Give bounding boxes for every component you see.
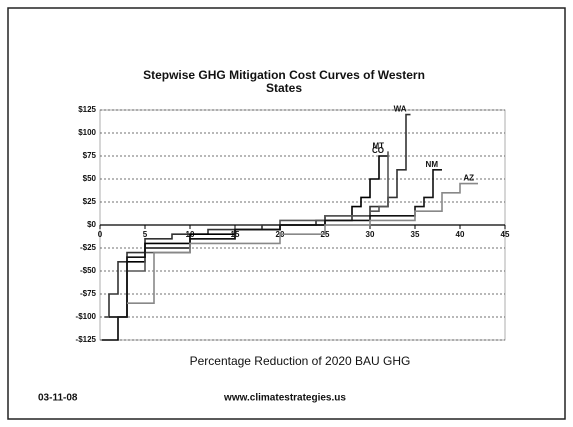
x-tick-label: 30: [366, 230, 375, 239]
x-tick-label: 40: [456, 230, 465, 239]
cost-curve: [127, 182, 478, 304]
series-label: CO: [372, 146, 384, 155]
chart-title: Stepwise GHG Mitigation Cost Curves of W…: [143, 68, 425, 95]
y-tick-label: -$100: [76, 312, 97, 321]
y-tick-label: $125: [78, 105, 96, 114]
x-tick-label: 0: [98, 230, 103, 239]
y-tick-label: $25: [83, 197, 97, 206]
cost-curve: [104, 113, 411, 318]
y-tick-label: -$25: [80, 243, 97, 252]
x-tick-label: 5: [143, 230, 148, 239]
x-tick-label: 45: [501, 230, 510, 239]
x-tick-label: 35: [411, 230, 420, 239]
footer-url: www.climatestrategies.us: [223, 393, 346, 404]
y-tick-label: $50: [83, 174, 97, 183]
series-label: NM: [426, 160, 439, 169]
y-tick-label: $100: [78, 128, 96, 137]
y-tick-label: -$75: [80, 289, 97, 298]
y-tick-label: -$50: [80, 266, 97, 275]
series-label: MT: [372, 142, 384, 151]
footer-date: 03-11-08: [38, 393, 78, 404]
slide-border: [7, 7, 566, 420]
y-tick-label: $75: [83, 151, 97, 160]
series-label: WA: [394, 105, 407, 114]
x-axis-label: Percentage Reduction of 2020 BAU GHG: [190, 354, 411, 368]
y-tick-label: $0: [87, 220, 96, 229]
series-label: AZ: [463, 174, 474, 183]
y-tick-label: -$125: [76, 335, 97, 344]
cost-curve: [109, 169, 442, 318]
